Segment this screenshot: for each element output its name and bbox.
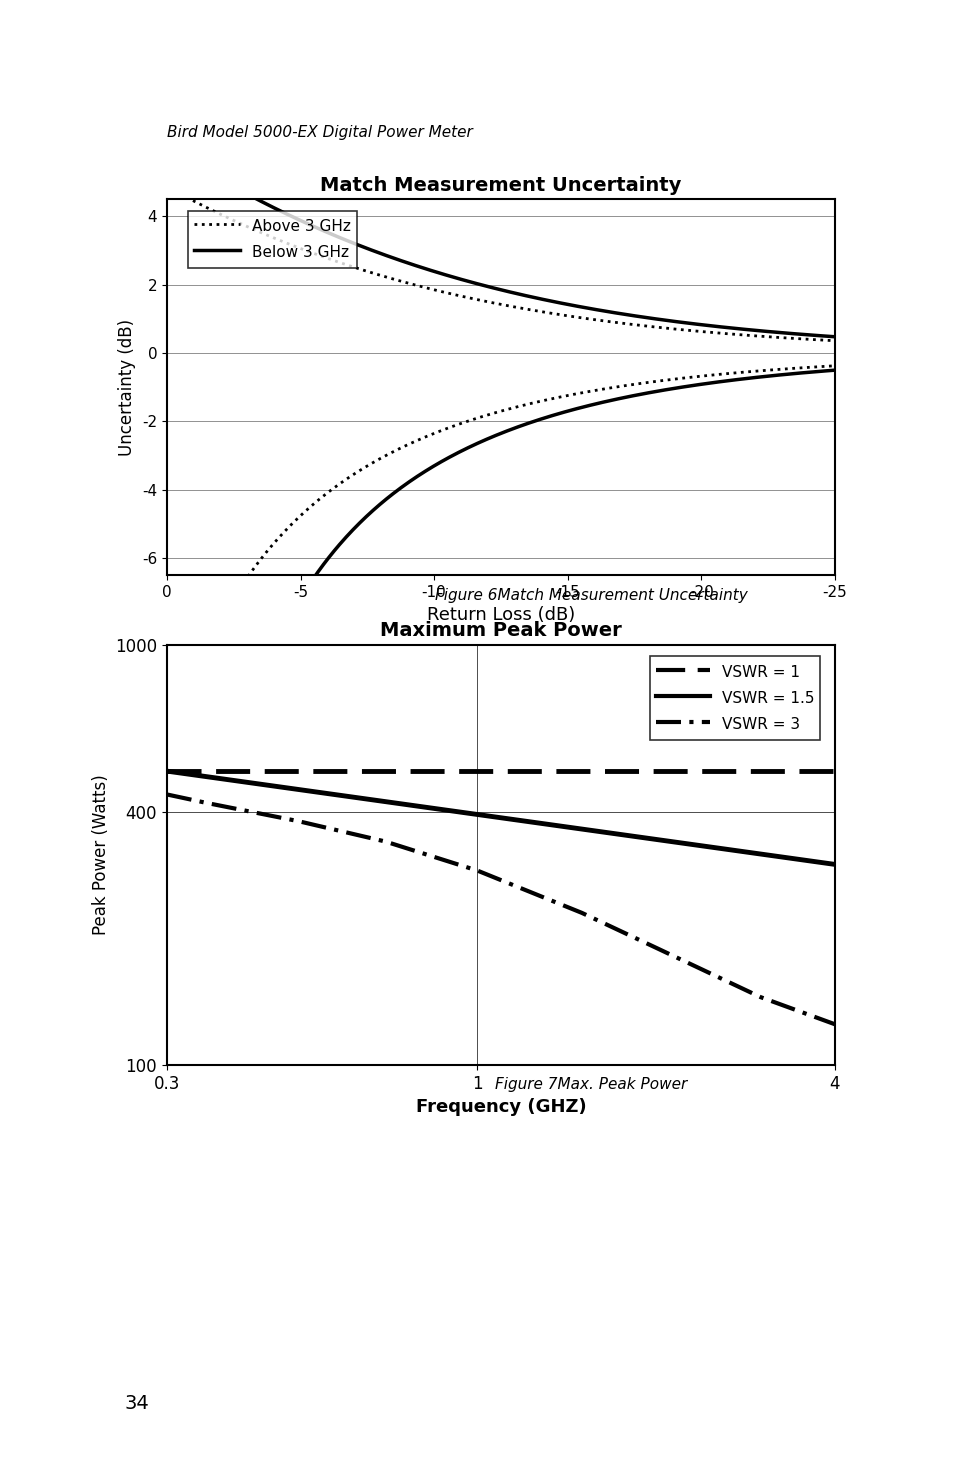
Text: Figure 6Match Measurement Uncertainty: Figure 6Match Measurement Uncertainty (435, 589, 747, 603)
Legend: Above 3 GHz, Below 3 GHz: Above 3 GHz, Below 3 GHz (188, 211, 356, 267)
Text: Figure 7Max. Peak Power: Figure 7Max. Peak Power (495, 1077, 687, 1092)
Legend: VSWR = 1, VSWR = 1.5, VSWR = 3: VSWR = 1, VSWR = 1.5, VSWR = 3 (649, 656, 820, 740)
Y-axis label: Peak Power (Watts): Peak Power (Watts) (91, 774, 110, 935)
Text: 34: 34 (124, 1394, 149, 1413)
Y-axis label: Uncertainty (dB): Uncertainty (dB) (118, 319, 136, 456)
Title: Match Measurement Uncertainty: Match Measurement Uncertainty (320, 176, 680, 195)
X-axis label: Return Loss (dB): Return Loss (dB) (426, 606, 575, 624)
Title: Maximum Peak Power: Maximum Peak Power (379, 621, 621, 640)
X-axis label: Frequency (GHZ): Frequency (GHZ) (416, 1099, 585, 1117)
Text: Bird Model 5000-EX Digital Power Meter: Bird Model 5000-EX Digital Power Meter (167, 125, 472, 140)
